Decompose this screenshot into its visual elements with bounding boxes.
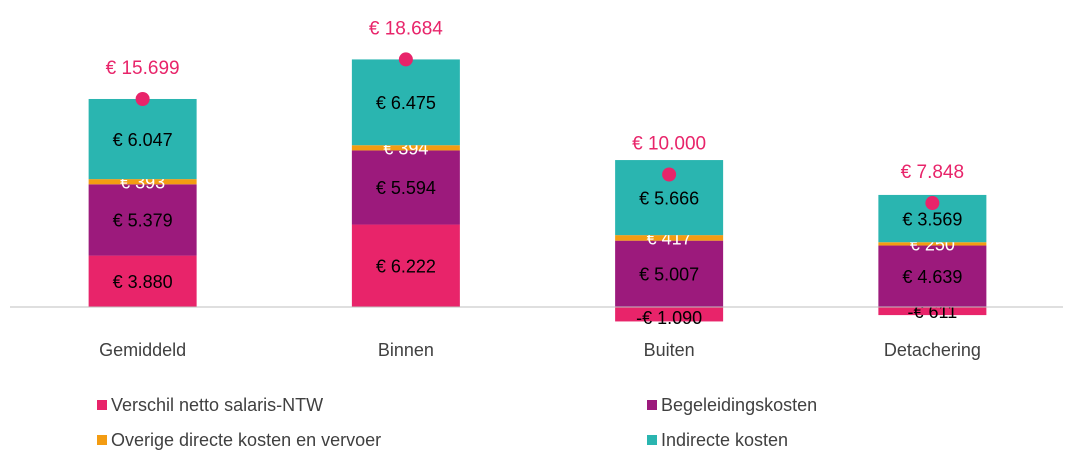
legend-label: Overige directe kosten en vervoer: [111, 430, 381, 450]
total-dot: [135, 91, 150, 106]
total-label: € 18.684: [369, 18, 443, 39]
value-label: € 3.880: [113, 272, 173, 292]
value-label: € 5.007: [639, 265, 699, 285]
total-dot: [662, 167, 677, 182]
value-label: € 4.639: [902, 267, 962, 287]
value-label: € 6.475: [376, 93, 436, 113]
x-tick-label: Detachering: [884, 340, 981, 360]
legend-label: Indirecte kosten: [661, 430, 788, 450]
bar-segment: [878, 245, 987, 307]
bar-segment: [88, 184, 197, 256]
value-label: € 5.379: [113, 211, 173, 231]
total-dot: [398, 52, 413, 67]
bar-segment: [615, 235, 724, 241]
legend-swatch: [97, 400, 107, 410]
value-label: -€ 1.090: [636, 308, 702, 328]
legend-label: Verschil netto salaris-NTW: [111, 395, 323, 415]
bar-segment: [351, 59, 460, 146]
legend-swatch: [97, 435, 107, 445]
value-label: € 5.594: [376, 178, 436, 198]
bar-segment: [615, 307, 724, 322]
bar-segment: [351, 224, 460, 307]
value-label: € 6.222: [376, 257, 436, 277]
value-label: € 3.569: [902, 209, 962, 229]
x-tick-label: Buiten: [644, 340, 695, 360]
total-label: € 10.000: [632, 134, 706, 155]
total-label: € 7.848: [901, 162, 964, 183]
bar-segment: [88, 255, 197, 307]
bar-segment: [878, 242, 987, 246]
value-label: € 6.047: [113, 130, 173, 150]
x-tick-label: Gemiddeld: [99, 340, 186, 360]
legend-label: Begeleidingskosten: [661, 395, 817, 415]
legend-swatch: [647, 400, 657, 410]
total-dot: [925, 196, 940, 211]
bar-segment: [351, 145, 460, 151]
bar-segment: [88, 179, 197, 185]
bar-segment: [878, 307, 987, 316]
bar-segment: [351, 150, 460, 225]
value-label: € 5.666: [639, 188, 699, 208]
bar-segment: [615, 240, 724, 307]
legend-swatch: [647, 435, 657, 445]
x-tick-label: Binnen: [378, 340, 434, 360]
bar-segment: [88, 98, 197, 180]
total-label: € 15.699: [106, 58, 180, 79]
